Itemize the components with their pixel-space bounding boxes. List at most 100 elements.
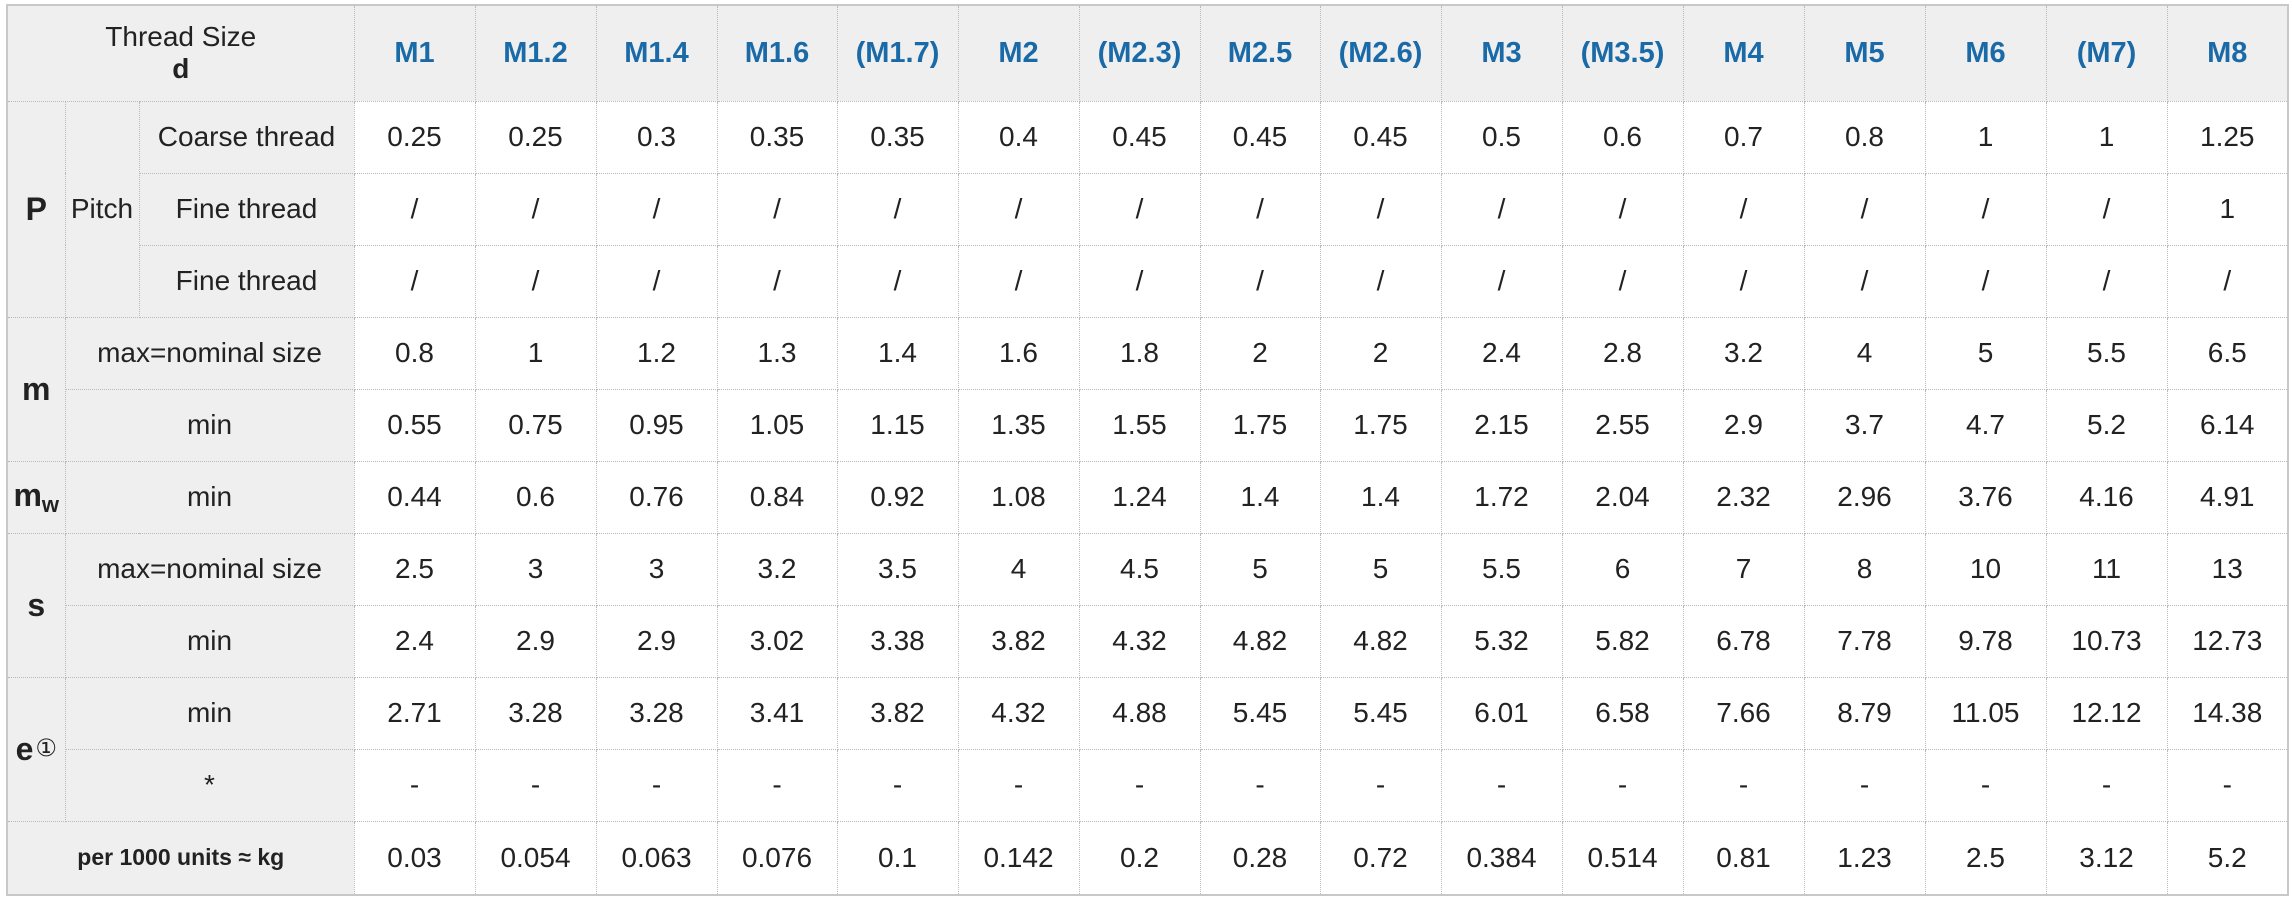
value-cell: / bbox=[716, 172, 838, 246]
e-note-mark: ① bbox=[35, 734, 57, 762]
value-cell: 0.3 bbox=[595, 100, 718, 174]
value-cell: 0.76 bbox=[595, 460, 718, 534]
value-cell: / bbox=[836, 244, 959, 318]
value-cell: 0.6 bbox=[474, 460, 597, 534]
value-cell: 1.8 bbox=[1078, 316, 1201, 390]
value-cell: - bbox=[1440, 748, 1563, 822]
value-cell: - bbox=[474, 748, 597, 822]
value-cell: 5.32 bbox=[1440, 604, 1563, 678]
value-cell: 1 bbox=[2166, 172, 2289, 246]
value-cell: / bbox=[1924, 172, 2047, 246]
value-cell: 8.79 bbox=[1803, 676, 1926, 750]
value-cell: 2.55 bbox=[1561, 388, 1684, 462]
value-cell: 1.23 bbox=[1803, 820, 1926, 896]
value-cell: 9.78 bbox=[1924, 604, 2047, 678]
thread-size-column-header: (M2.6) bbox=[1319, 4, 1442, 102]
value-cell: 2.8 bbox=[1561, 316, 1684, 390]
value-cell: 2.71 bbox=[353, 676, 476, 750]
value-cell: / bbox=[1319, 172, 1442, 246]
value-cell: 1 bbox=[474, 316, 597, 390]
value-cell: / bbox=[957, 244, 1080, 318]
thread-size-column-header: M4 bbox=[1682, 4, 1805, 102]
value-cell: / bbox=[1078, 244, 1201, 318]
value-cell: 0.84 bbox=[716, 460, 838, 534]
value-cell: 4.32 bbox=[1078, 604, 1201, 678]
value-cell: 2.04 bbox=[1561, 460, 1684, 534]
value-cell: 1.75 bbox=[1199, 388, 1321, 462]
value-cell: 6.14 bbox=[2166, 388, 2289, 462]
row-label: max=nominal size bbox=[64, 316, 355, 390]
value-cell: 0.28 bbox=[1199, 820, 1321, 896]
value-cell: 11.05 bbox=[1924, 676, 2047, 750]
value-cell: 1.4 bbox=[836, 316, 959, 390]
pitch-fine-row-2: Fine thread / / / / / / / / / / / / / / / / bbox=[7, 244, 2289, 318]
header-row: Thread Size d M1 M1.2 M1.4 M1.6 (M1.7) M2 (M2.… bbox=[6, 4, 2289, 102]
value-cell: - bbox=[2045, 748, 2168, 822]
weight-row: per 1000 units ≈ kg 0.03 0.054 0.063 0.076 0… bbox=[6, 820, 2289, 896]
value-cell: 1.24 bbox=[1078, 460, 1201, 534]
value-cell: 3.76 bbox=[1924, 460, 2047, 534]
value-cell: 1.6 bbox=[957, 316, 1080, 390]
value-cell: - bbox=[957, 748, 1080, 822]
value-cell: - bbox=[1078, 748, 1201, 822]
value-cell: 0.45 bbox=[1078, 100, 1201, 174]
value-cell: / bbox=[595, 244, 718, 318]
value-cell: 0.92 bbox=[836, 460, 959, 534]
value-cell: / bbox=[2045, 172, 2168, 246]
value-cell: 0.063 bbox=[595, 820, 718, 896]
value-cell: 3.7 bbox=[1803, 388, 1926, 462]
value-cell: 7.78 bbox=[1803, 604, 1926, 678]
value-cell: 0.8 bbox=[353, 316, 476, 390]
value-cell: 0.8 bbox=[1803, 100, 1926, 174]
e-min-row: e① min 2.71 3.28 3.28 3.41 3.82 4.32 4.88 5.45 5… bbox=[6, 676, 2289, 822]
value-cell: 1.72 bbox=[1440, 460, 1563, 534]
value-cell: 0.384 bbox=[1440, 820, 1563, 896]
value-cell: 0.2 bbox=[1078, 820, 1201, 896]
thread-size-header: Thread Size d bbox=[6, 4, 355, 102]
value-cell: / bbox=[836, 172, 959, 246]
value-cell: 5 bbox=[1319, 532, 1442, 606]
value-cell: 3.5 bbox=[836, 532, 959, 606]
thread-size-column-header: (M2.3) bbox=[1078, 4, 1201, 102]
pitch-coarse-row: P Pitch Coarse thread 0.25 0.25 0.3 0.35 0.3… bbox=[6, 100, 2289, 318]
value-cell: - bbox=[1803, 748, 1926, 822]
value-cell: 4.32 bbox=[957, 676, 1080, 750]
row-label: min bbox=[64, 676, 355, 750]
value-cell: 6.5 bbox=[2166, 316, 2289, 390]
thread-size-column-header: M3 bbox=[1440, 4, 1563, 102]
value-cell: 3.2 bbox=[1682, 316, 1805, 390]
value-cell: 14.38 bbox=[2166, 676, 2289, 750]
value-cell: 6.01 bbox=[1440, 676, 1563, 750]
s-symbol: s bbox=[6, 532, 66, 678]
value-cell: 0.35 bbox=[836, 100, 959, 174]
value-cell: / bbox=[474, 172, 597, 246]
value-cell: 3.28 bbox=[474, 676, 597, 750]
value-cell: 10 bbox=[1924, 532, 2047, 606]
value-cell: 2 bbox=[1319, 316, 1442, 390]
value-cell: - bbox=[716, 748, 838, 822]
thread-size-column-header: M1.2 bbox=[474, 4, 597, 102]
value-cell: 4.91 bbox=[2166, 460, 2289, 534]
value-cell: / bbox=[1561, 172, 1684, 246]
value-cell: 0.35 bbox=[716, 100, 838, 174]
value-cell: 2.9 bbox=[474, 604, 597, 678]
e-symbol: e① bbox=[6, 676, 66, 822]
value-cell: / bbox=[1319, 244, 1442, 318]
value-cell: 1.2 bbox=[595, 316, 718, 390]
value-cell: 4.82 bbox=[1199, 604, 1321, 678]
value-cell: 3.2 bbox=[716, 532, 838, 606]
value-cell: 10.73 bbox=[2045, 604, 2168, 678]
e-star-row: * ---------------- bbox=[7, 748, 2289, 822]
value-cell: 5 bbox=[1924, 316, 2047, 390]
value-cell: 3.38 bbox=[836, 604, 959, 678]
row-label: min bbox=[64, 604, 355, 678]
value-cell: 4.88 bbox=[1078, 676, 1201, 750]
thread-size-column-header: M8 bbox=[2166, 4, 2289, 102]
value-cell: 0.5 bbox=[1440, 100, 1563, 174]
value-cell: / bbox=[1199, 172, 1321, 246]
thread-size-column-header: (M3.5) bbox=[1561, 4, 1684, 102]
value-cell: 3.82 bbox=[957, 604, 1080, 678]
thread-size-column-header: M6 bbox=[1924, 4, 2047, 102]
value-cell: 0.44 bbox=[353, 460, 476, 534]
value-cell: 0.142 bbox=[957, 820, 1080, 896]
